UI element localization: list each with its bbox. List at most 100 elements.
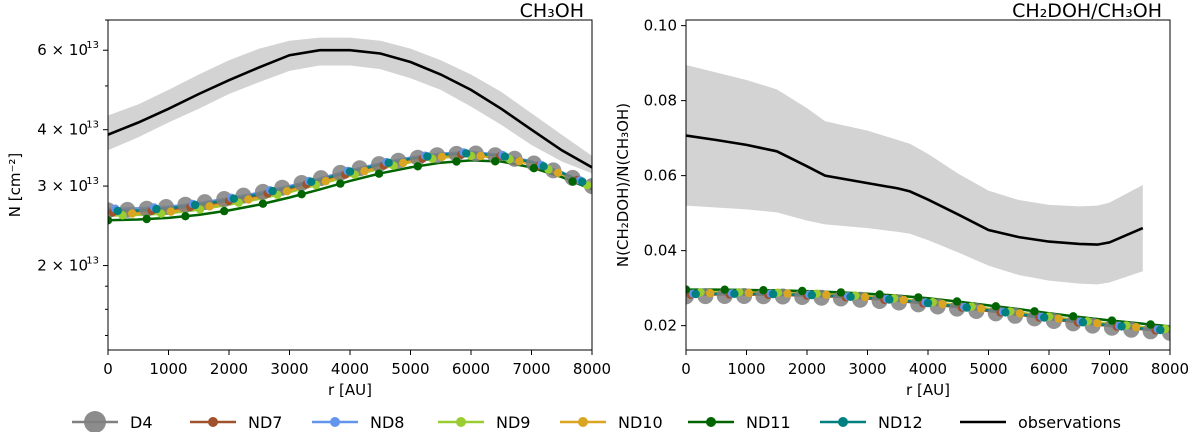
y-tick-exponent: 13 (86, 120, 99, 131)
legend-marker-nd11 (706, 417, 716, 427)
series-point-nd11 (1030, 307, 1039, 316)
x-tick-label: 7000 (1090, 360, 1128, 378)
series-point-nd12 (190, 200, 200, 210)
y-axis-label: N(CH₂DOH)/N(CH₃OH) (614, 103, 632, 267)
series-point-nd11 (336, 179, 345, 188)
series-point-nd11 (875, 290, 884, 299)
series-point-nd10 (515, 157, 524, 166)
series-point-nd11 (297, 190, 306, 199)
y-tick-label: 0.04 (644, 242, 677, 260)
y-tick-label: 0.02 (644, 317, 677, 335)
series-point-nd10 (744, 288, 754, 298)
panel-title: CH₃OH (520, 0, 584, 22)
series-point-nd12 (384, 158, 393, 167)
series-point-nd12 (423, 152, 432, 161)
series-point-nd10 (977, 304, 986, 313)
y-tick-label: 3 × 10 (37, 177, 88, 195)
series-point-nd12 (345, 167, 355, 176)
series-point-nd12 (1040, 313, 1049, 322)
series-point-nd10 (244, 195, 253, 204)
axes-frame (107, 19, 593, 351)
y-tick-label: 6 × 10 (37, 41, 88, 59)
series-point-nd11 (108, 216, 113, 225)
observation-band (108, 37, 592, 174)
legend-label-nd9: ND9 (496, 413, 530, 432)
series-point-nd11 (568, 177, 577, 186)
series-point-nd12 (1117, 322, 1126, 331)
y-tick-label: 2 × 10 (37, 257, 88, 275)
series-point-nd10 (128, 209, 137, 218)
x-axis-label: r [AU] (906, 381, 950, 399)
series-point-nd12 (691, 289, 700, 299)
series-point-nd10 (1015, 309, 1025, 318)
series-point-nd12 (768, 289, 778, 299)
series-point-nd12 (578, 177, 587, 186)
series-point-nd12 (1078, 318, 1088, 327)
series-point-nd10 (476, 151, 485, 161)
observation-line (108, 48, 592, 169)
series-point-nd12 (307, 177, 316, 186)
y-tick-label: 0.06 (644, 167, 677, 185)
legend-label-observations: observations (1018, 413, 1121, 432)
legend-marker-nd10 (578, 417, 588, 427)
series-point-nd11 (142, 214, 151, 224)
series-point-nd10 (899, 295, 908, 305)
legend-marker-d4 (84, 411, 106, 432)
series-point-nd11 (452, 157, 461, 166)
series-point-nd11 (759, 286, 768, 295)
series-point-nd10 (860, 292, 870, 302)
series-point-nd10 (1054, 314, 1063, 323)
series-point-nd11 (836, 288, 846, 297)
x-tick-label: 5000 (969, 360, 1007, 378)
legend-label-nd10: ND10 (618, 413, 663, 432)
legend-marker-nd7 (208, 417, 218, 427)
y-tick-exponent: 13 (86, 176, 99, 187)
x-tick-label: 2000 (788, 360, 826, 378)
series-point-nd12 (229, 194, 238, 203)
series-point-nd10 (1131, 322, 1141, 332)
panel-deuteration-ratio: 0 1000 2000 3000 4000 5000 6000 7000 8000 0.02 0.0… (614, 0, 1189, 399)
x-tick-label: 1000 (149, 360, 187, 378)
series-point-nd11 (258, 199, 268, 208)
legend-label-nd8: ND8 (370, 413, 404, 432)
series-point-nd10 (282, 187, 292, 196)
legend-label-nd11: ND11 (746, 413, 791, 432)
plot-area (108, 37, 592, 225)
series-point-nd10 (938, 299, 947, 309)
x-tick-label: 6000 (1030, 360, 1068, 378)
x-tick-label: 4000 (331, 360, 369, 378)
series-point-nd12 (807, 290, 816, 300)
y-tick-exponent: 13 (86, 40, 99, 51)
legend: D4 ND7 ND8 ND9 ND10 ND11 ND12 observations (72, 411, 1121, 432)
y-tick-label: 4 × 10 (37, 121, 88, 139)
series-point-nd11 (952, 297, 962, 306)
x-tick-label: 0 (681, 360, 691, 378)
series-point-nd12 (539, 162, 548, 171)
series-point-nd11 (798, 286, 807, 296)
x-tick-label: 7000 (512, 360, 550, 378)
series-point-nd12 (500, 152, 510, 161)
series-point-nd10 (321, 177, 330, 186)
series-point-nd10 (553, 168, 563, 177)
series-point-nd10 (822, 290, 831, 299)
series-point-nd12 (885, 295, 894, 304)
series-point-nd11 (1107, 316, 1117, 325)
series-point-nd12 (846, 292, 855, 301)
series-point-nd11 (1146, 320, 1155, 329)
series-point-nd12 (268, 186, 277, 196)
series-point-nd11 (413, 162, 422, 171)
series-point-nd11 (181, 212, 190, 221)
series-point-nd10 (437, 152, 447, 162)
series-point-nd10 (166, 207, 176, 216)
series-point-nd12 (462, 149, 471, 158)
x-axis-label: r [AU] (328, 381, 372, 399)
series-point-nd10 (783, 289, 792, 298)
series-point-nd12 (113, 206, 122, 216)
plot-area (686, 65, 1170, 341)
x-tick-label: 8000 (1151, 360, 1189, 378)
series-point-nd11 (914, 293, 923, 302)
legend-marker-nd9 (456, 417, 466, 427)
series-point-nd11 (1069, 312, 1078, 321)
